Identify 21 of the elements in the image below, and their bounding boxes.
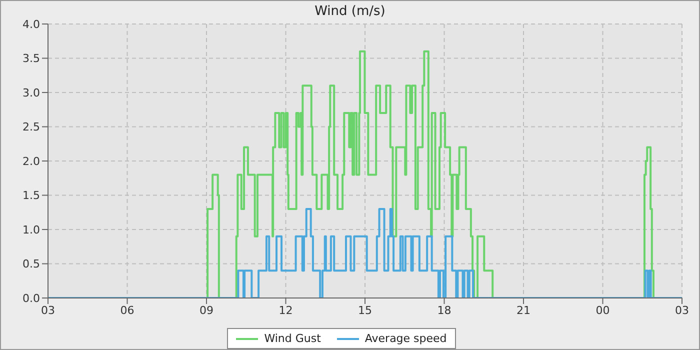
x-tick-label: 06 — [120, 304, 134, 317]
y-tick-label: 2.5 — [22, 120, 40, 134]
x-tick-label: 12 — [278, 304, 293, 317]
x-tick-label: 00 — [596, 304, 610, 317]
y-tick-label: 0.5 — [22, 258, 40, 271]
y-tick-label: 2.0 — [22, 154, 40, 168]
x-tick-label: 15 — [358, 304, 372, 317]
y-tick-label: 4.0 — [22, 18, 40, 31]
y-tick-label: 0.0 — [22, 292, 40, 305]
legend-label: Average speed — [364, 332, 447, 345]
x-tick-label: 09 — [200, 304, 214, 317]
chart-title: Wind (m/s) — [314, 4, 386, 19]
y-tick-label: 1.5 — [22, 189, 40, 202]
x-tick-label: 03 — [675, 304, 689, 317]
y-tick-label: 3.0 — [22, 86, 40, 100]
x-tick-label: 21 — [516, 304, 530, 317]
legend-label: Wind Gust — [264, 332, 321, 345]
y-tick-label: 3.5 — [22, 52, 40, 66]
x-tick-label: 18 — [437, 304, 452, 317]
y-tick-label: 1.0 — [22, 223, 40, 236]
x-tick-label: 03 — [41, 304, 55, 317]
